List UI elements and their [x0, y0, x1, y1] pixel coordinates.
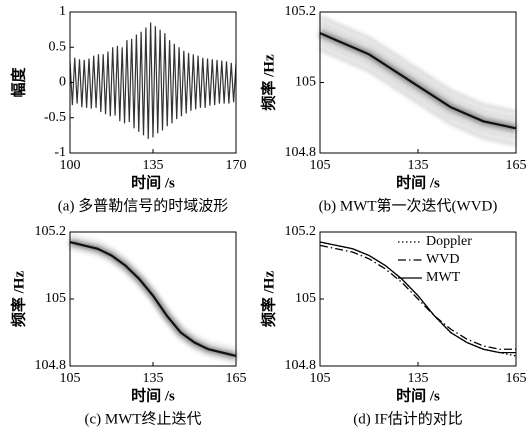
if-line — [319, 244, 516, 350]
x-axis-label: 时间 /s — [131, 386, 175, 404]
y-axis-label: 幅度 — [9, 67, 27, 98]
x-tick-label: 135 — [143, 371, 164, 386]
legend-label: MWT — [426, 270, 461, 285]
x-tick-label: 165 — [506, 158, 527, 173]
x-tick-label: 105 — [60, 371, 81, 386]
caption: (a) 多普勒信号的时域波形 — [58, 197, 228, 214]
x-tick-label: 165 — [226, 371, 247, 386]
y-tick-label: 104.8 — [285, 145, 317, 160]
x-tick-label: 100 — [60, 158, 81, 173]
x-tick-label: 165 — [506, 371, 527, 386]
y-tick-label: 105.2 — [285, 4, 317, 19]
caption: (c) MWT终止迭代 — [84, 410, 201, 427]
y-tick-label: 105.2 — [35, 224, 67, 239]
x-axis-label: 时间 /s — [396, 173, 440, 191]
x-tick-label: 135 — [408, 158, 429, 173]
y-tick-label: 1 — [59, 4, 66, 19]
tf-fringe — [69, 234, 237, 350]
y-axis-label: 频率 /Hz — [259, 271, 277, 328]
y-tick-label: 105 — [295, 291, 316, 306]
caption: (d) IF估计的对比 — [353, 410, 463, 427]
y-axis-label: 频率 /Hz — [259, 54, 277, 111]
x-axis-label: 时间 /s — [396, 386, 440, 404]
legend-label: WVD — [426, 252, 459, 267]
y-tick-label: -1 — [54, 145, 66, 160]
caption: (b) MWT第一次迭代(WVD) — [319, 196, 498, 214]
y-tick-label: 105 — [45, 291, 66, 306]
x-tick-label: 170 — [226, 158, 247, 173]
tf-fringe — [319, 16, 517, 114]
x-tick-label: 135 — [143, 158, 164, 173]
y-tick-label: 105.2 — [285, 224, 317, 239]
y-tick-label: 104.8 — [35, 358, 67, 373]
y-tick-label: 0 — [59, 75, 66, 90]
tf-fringe — [319, 37, 517, 135]
tf-fringe — [319, 27, 517, 125]
y-axis-label: 频率 /Hz — [9, 271, 27, 328]
y-tick-label: 0.5 — [49, 39, 67, 54]
y-tick-label: 105 — [295, 75, 316, 90]
x-tick-label: 105 — [310, 158, 331, 173]
tf-fringe — [319, 48, 517, 146]
waveform — [69, 22, 237, 139]
tf-ridge — [319, 32, 517, 130]
if-line — [319, 241, 516, 354]
x-axis-label: 时间 /s — [131, 173, 175, 191]
tf-fringe — [319, 42, 517, 140]
legend-label: Doppler — [426, 234, 472, 249]
tf-ridge — [69, 240, 237, 358]
x-tick-label: 135 — [408, 371, 429, 386]
x-tick-label: 105 — [310, 371, 331, 386]
y-tick-label: -0.5 — [44, 110, 66, 125]
tf-fringe — [319, 22, 517, 120]
y-tick-label: 104.8 — [285, 358, 317, 373]
